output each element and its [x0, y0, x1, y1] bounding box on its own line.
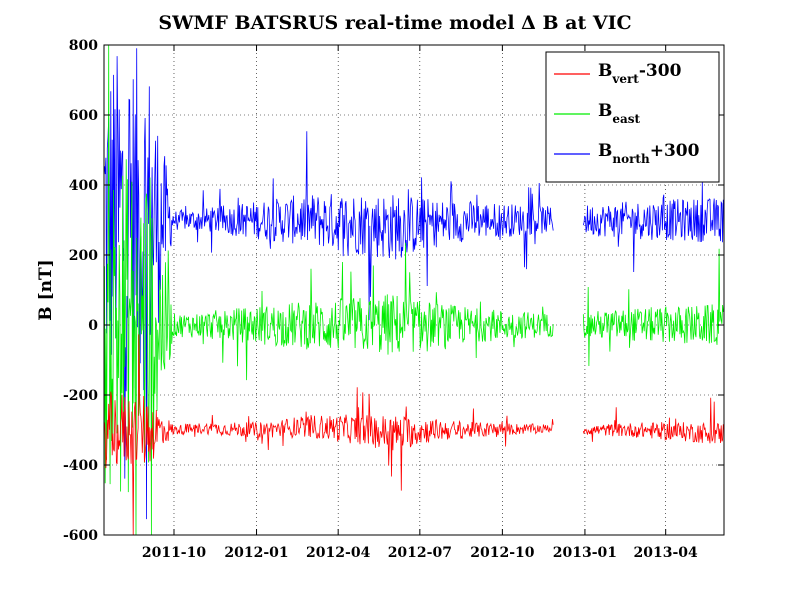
legend-label-vert: Bvert-300 [598, 61, 682, 86]
y-tick-label: 600 [69, 108, 98, 124]
y-tick-label: 400 [69, 178, 98, 194]
series-north [104, 48, 724, 520]
x-tick-label: 2012-10 [470, 545, 535, 561]
series-vert [104, 334, 724, 536]
x-tick-label: 2013-01 [553, 545, 617, 561]
chart-title: SWMF BATSRUS real-time model Δ B at VIC [158, 12, 631, 34]
legend-label-north: Bnorth+300 [598, 141, 700, 166]
series-line-vert [104, 334, 724, 536]
y-tick-label: 0 [88, 318, 98, 334]
y-tick-label: -400 [63, 458, 98, 474]
x-tick-label: 2012-07 [388, 545, 452, 561]
y-tick-label: -600 [63, 528, 98, 544]
legend: Bvert-300 Beast Bnorth+300 [545, 51, 720, 183]
x-tick-label: 2013-04 [634, 545, 699, 561]
x-tick-label: 2012-01 [224, 545, 288, 561]
y-axis-label: B [nT] [36, 259, 56, 320]
axes-box [103, 44, 725, 536]
series-line-north [104, 48, 724, 520]
y-tick-label: 200 [69, 248, 98, 264]
x-tick-label: 2012-04 [306, 545, 371, 561]
legend-label-east: Beast [598, 101, 641, 126]
x-tick-label: 2011-10 [142, 545, 207, 561]
axis-ticks: -600 -400 -200 0 200 400 600 800 2011-10 2012-01 2… [63, 38, 724, 561]
y-tick-label: 800 [69, 38, 98, 54]
plot-area [104, 44, 724, 536]
y-tick-label: -200 [63, 388, 98, 404]
series-line-east [104, 44, 724, 536]
series-east [104, 44, 724, 536]
